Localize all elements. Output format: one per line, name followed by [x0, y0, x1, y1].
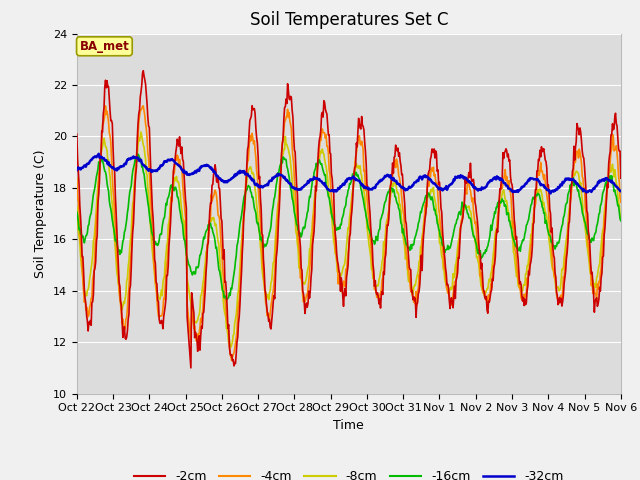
Y-axis label: Soil Temperature (C): Soil Temperature (C)	[35, 149, 47, 278]
Legend: -2cm, -4cm, -8cm, -16cm, -32cm: -2cm, -4cm, -8cm, -16cm, -32cm	[129, 465, 568, 480]
X-axis label: Time: Time	[333, 419, 364, 432]
Title: Soil Temperatures Set C: Soil Temperatures Set C	[250, 11, 448, 29]
Text: BA_met: BA_met	[79, 40, 129, 53]
